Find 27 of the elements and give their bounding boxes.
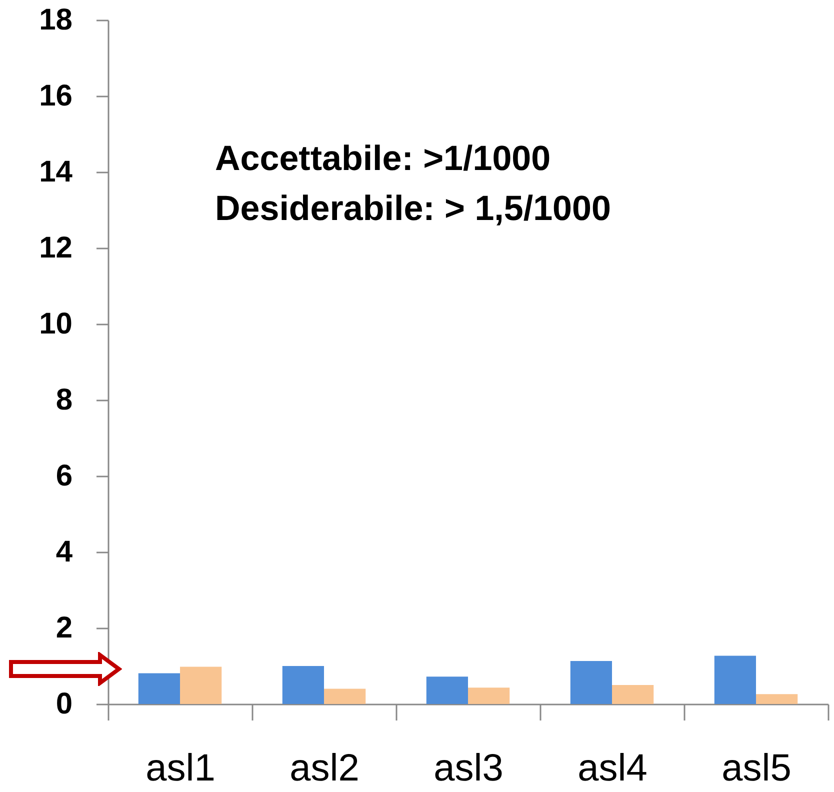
y-tick-label: 18 — [39, 4, 72, 36]
bar — [714, 656, 756, 704]
bar — [612, 685, 654, 704]
bar — [756, 694, 798, 704]
y-tick-label: 8 — [56, 384, 72, 416]
y-tick-label: 16 — [39, 80, 72, 112]
y-tick-label: 14 — [39, 156, 73, 188]
bar — [180, 666, 222, 704]
y-tick-label: 6 — [56, 460, 72, 492]
bar — [282, 666, 324, 704]
y-tick-label: 10 — [39, 308, 72, 340]
bar — [324, 688, 366, 704]
y-tick-label: 4 — [56, 536, 73, 568]
x-tick-label: asl3 — [434, 748, 504, 790]
bar — [426, 676, 468, 704]
y-tick-label: 2 — [56, 612, 72, 644]
bar — [468, 688, 510, 704]
x-tick-label: asl1 — [146, 748, 216, 790]
x-tick-label: asl2 — [290, 748, 360, 790]
annotation: Desiderabile: > 1,5/1000 — [215, 189, 611, 228]
x-tick-label: asl5 — [722, 748, 792, 790]
annotation: Accettabile: >1/1000 — [215, 139, 551, 178]
x-tick-label: asl4 — [578, 748, 648, 790]
y-tick-label: 0 — [56, 688, 72, 720]
bar — [138, 673, 180, 704]
y-tick-label: 12 — [39, 232, 72, 264]
bar — [570, 661, 612, 704]
